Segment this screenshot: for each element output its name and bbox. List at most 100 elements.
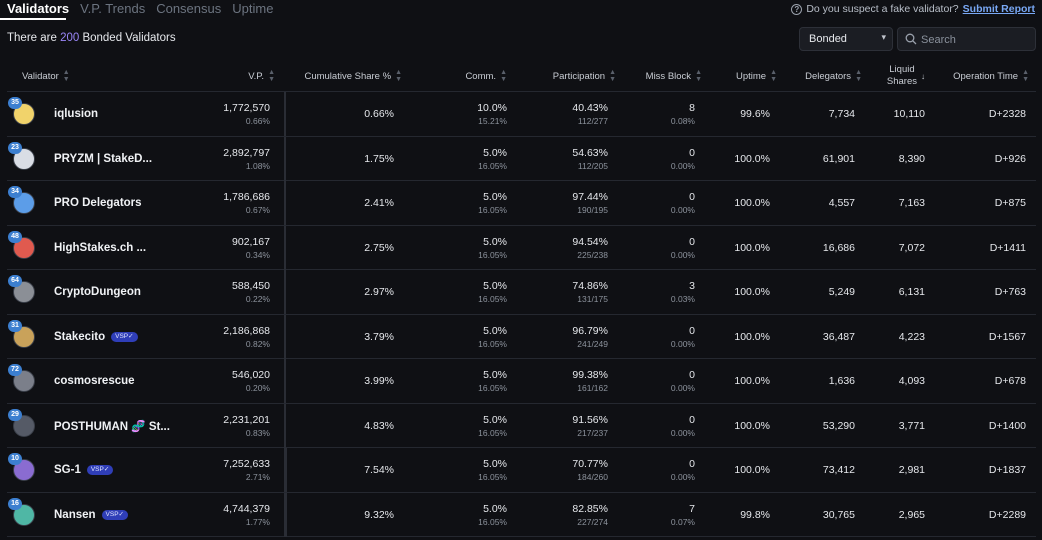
rank-badge: 16 bbox=[8, 497, 22, 510]
table-row[interactable]: 31 Stakecito VSP✓ 2,186,868 0.82% 3.79% … bbox=[7, 314, 1036, 359]
validator-name[interactable]: SG-1 bbox=[54, 464, 81, 476]
comm-value: 5.0% bbox=[483, 324, 507, 337]
validator-name[interactable]: POSTHUMAN 🧬 St... bbox=[54, 420, 170, 433]
delegators-value: 61,901 bbox=[822, 152, 855, 165]
col-cumulative[interactable]: Cumulative Share % ▲ ▼ bbox=[297, 60, 402, 92]
table-row[interactable]: 35 iqlusion 1,772,570 0.66% 0.66% 10.0% … bbox=[7, 92, 1036, 137]
delegators-value: 7,734 bbox=[828, 108, 855, 120]
table-row[interactable]: 23 PRYZM | StakeD... 2,892,797 1.08% 1.7… bbox=[7, 136, 1036, 181]
col-participation[interactable]: Participation ▲ ▼ bbox=[527, 60, 616, 92]
vp-percent: 0.34% bbox=[245, 249, 270, 260]
table-row[interactable]: 64 CryptoDungeon 588,450 0.22% 2.97% 5.0… bbox=[7, 270, 1036, 315]
validator-cell[interactable]: 29 POSTHUMAN 🧬 St... bbox=[8, 404, 213, 448]
miss-block-sub: 0.00% bbox=[670, 383, 695, 393]
tab-validators[interactable]: Validators bbox=[7, 1, 70, 16]
validator-logo bbox=[13, 281, 35, 303]
vp-share-bar bbox=[284, 448, 287, 492]
validator-name[interactable]: PRYZM | StakeD... bbox=[54, 152, 153, 165]
sort-desc-icon: ↓ bbox=[921, 71, 925, 81]
uptime-cell: 100.0% bbox=[707, 270, 770, 314]
delegators-cell: 53,290 bbox=[782, 404, 855, 448]
cumulative-value: 2.75% bbox=[364, 241, 394, 254]
validator-cell[interactable]: 10 SG-1 VSP✓ bbox=[8, 448, 213, 492]
submit-report-link[interactable]: Submit Report bbox=[962, 3, 1035, 15]
uptime-cell: 99.6% bbox=[707, 92, 770, 136]
col-uptime[interactable]: Uptime ▲ ▼ bbox=[707, 60, 777, 92]
count-number: 200 bbox=[60, 32, 80, 44]
col-vp[interactable]: V.P. ▲ ▼ bbox=[212, 60, 275, 92]
rank-badge: 35 bbox=[8, 97, 22, 109]
vp-cell: 546,020 0.20% bbox=[207, 359, 270, 403]
table-row[interactable]: 29 POSTHUMAN 🧬 St... 2,231,201 0.83% 4.8… bbox=[7, 403, 1036, 448]
count-suffix: Bonded Validators bbox=[82, 32, 176, 44]
search-input[interactable] bbox=[921, 32, 1031, 47]
participation-cell: 74.86% 131/175 bbox=[527, 270, 608, 314]
comm-value: 5.0% bbox=[483, 235, 507, 248]
vp-percent: 2.71% bbox=[245, 472, 270, 482]
comm-sub: 16.05% bbox=[478, 338, 507, 349]
validator-name[interactable]: Stakecito bbox=[54, 330, 106, 343]
validator-name[interactable]: Nansen bbox=[54, 508, 96, 521]
table-row[interactable]: 16 Nansen VSP✓ 4,744,379 1.77% 9.32% 5.0… bbox=[7, 492, 1036, 537]
col-liquid-shares[interactable]: Liquid Shares ↓ bbox=[867, 60, 925, 92]
comm-value: 5.0% bbox=[483, 191, 507, 203]
col-comm[interactable]: Comm. ▲ ▼ bbox=[437, 60, 507, 92]
operation-time-value: D+926 bbox=[994, 152, 1026, 165]
rank-badge: 10 bbox=[8, 453, 22, 465]
miss-block-cell: 0 0.00% bbox=[622, 359, 695, 403]
validator-cell[interactable]: 23 PRYZM | StakeD... bbox=[8, 137, 213, 181]
miss-block-cell: 3 0.03% bbox=[622, 270, 695, 314]
status-filter-select[interactable]: Bonded ▾ bbox=[799, 27, 893, 51]
sort-icon: ▲ ▼ bbox=[770, 69, 777, 83]
validator-cell[interactable]: 48 HighStakes.ch ... bbox=[8, 226, 213, 270]
delegators-cell: 36,487 bbox=[782, 315, 855, 359]
tab-uptime[interactable]: Uptime bbox=[232, 1, 274, 16]
uptime-value: 100.0% bbox=[734, 464, 770, 476]
vp-value: 2,892,797 bbox=[223, 146, 270, 159]
validator-cell[interactable]: 72 cosmosrescue bbox=[8, 359, 213, 403]
status-filter-value: Bonded bbox=[809, 33, 847, 45]
vp-value: 1,786,686 bbox=[223, 191, 270, 203]
liquid-shares-cell: 7,072 bbox=[867, 226, 925, 270]
tab-vp-trends[interactable]: V.P. Trends bbox=[80, 1, 146, 16]
vp-percent: 0.20% bbox=[245, 383, 270, 393]
validator-cell[interactable]: 64 CryptoDungeon bbox=[8, 270, 213, 314]
validator-name[interactable]: iqlusion bbox=[54, 108, 99, 120]
avatar: 72 bbox=[8, 364, 35, 392]
vp-cell: 1,772,570 0.66% bbox=[207, 92, 270, 136]
tab-consensus[interactable]: Consensus bbox=[156, 1, 222, 16]
miss-block-sub: 0.00% bbox=[670, 338, 695, 349]
info-icon: ? bbox=[791, 3, 803, 15]
miss-block-cell: 0 0.00% bbox=[622, 404, 695, 448]
rank-badge: 34 bbox=[8, 186, 22, 198]
operation-time-cell: D+763 bbox=[932, 270, 1026, 314]
table-row[interactable]: 10 SG-1 VSP✓ 7,252,633 2.71% 7.54% 5.0% … bbox=[7, 448, 1036, 493]
validator-name[interactable]: CryptoDungeon bbox=[54, 286, 141, 298]
sort-icon: ▲ ▼ bbox=[500, 69, 507, 83]
operation-time-value: D+1400 bbox=[988, 419, 1026, 432]
vp-value: 1,772,570 bbox=[223, 102, 270, 114]
col-vp-label: V.P. bbox=[248, 70, 265, 82]
validator-cell[interactable]: 31 Stakecito VSP✓ bbox=[8, 315, 213, 359]
validator-cell[interactable]: 34 PRO Delegators bbox=[8, 181, 213, 225]
comm-value: 5.0% bbox=[483, 146, 507, 159]
validator-cell[interactable]: 35 iqlusion bbox=[8, 92, 213, 136]
validator-name[interactable]: cosmosrescue bbox=[54, 375, 135, 387]
table-row[interactable]: 48 HighStakes.ch ... 902,167 0.34% 2.75%… bbox=[7, 225, 1036, 270]
rank-badge: 23 bbox=[8, 141, 22, 154]
table-row[interactable]: 72 cosmosrescue 546,020 0.20% 3.99% 5.0%… bbox=[7, 359, 1036, 404]
col-liquid-label: Liquid Shares bbox=[887, 64, 917, 88]
col-delegators[interactable]: Delegators ▲ ▼ bbox=[782, 60, 862, 92]
validator-name[interactable]: PRO Delegators bbox=[54, 197, 142, 209]
table-row[interactable]: 34 PRO Delegators 1,786,686 0.67% 2.41% … bbox=[7, 181, 1036, 226]
col-validator[interactable]: Validator ▲ ▼ bbox=[22, 60, 70, 92]
validator-cell[interactable]: 16 Nansen VSP✓ bbox=[8, 493, 213, 537]
comm-cell: 5.0% 16.05% bbox=[437, 181, 507, 225]
operation-time-value: D+678 bbox=[994, 375, 1026, 387]
avatar: 48 bbox=[8, 230, 35, 259]
col-miss-block[interactable]: Miss Block ▲ ▼ bbox=[622, 60, 702, 92]
search-box[interactable] bbox=[897, 27, 1036, 51]
col-operation-time[interactable]: Operation Time ▲ ▼ bbox=[932, 60, 1029, 92]
validator-name[interactable]: HighStakes.ch ... bbox=[54, 241, 147, 254]
cumulative-cell: 2.97% bbox=[297, 270, 394, 314]
